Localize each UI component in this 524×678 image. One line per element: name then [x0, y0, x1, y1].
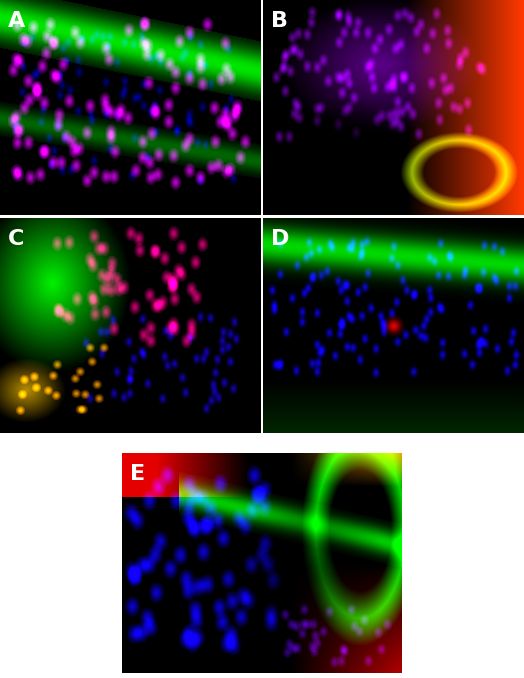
Text: A: A — [8, 11, 25, 31]
Text: E: E — [130, 464, 146, 484]
Text: D: D — [271, 228, 289, 249]
Text: B: B — [271, 11, 288, 31]
Text: C: C — [8, 228, 24, 249]
